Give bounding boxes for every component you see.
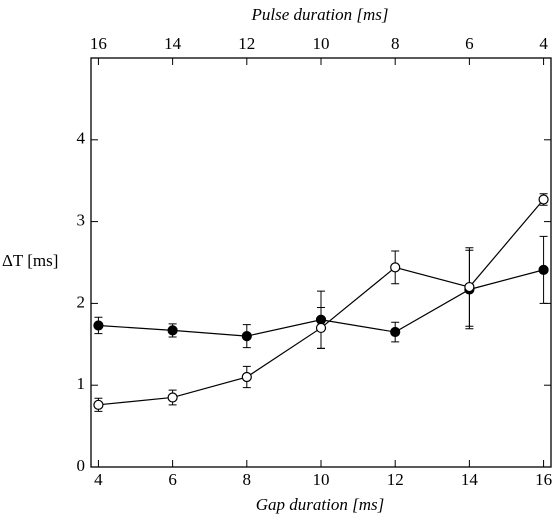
- plot-frame: [90, 57, 552, 468]
- marker: [390, 326, 401, 338]
- y-tick-label: 4: [77, 129, 86, 148]
- x2-tick-label: 16: [90, 34, 107, 53]
- marker: [390, 262, 401, 273]
- x-tick-label: 4: [94, 470, 103, 489]
- marker: [538, 264, 549, 275]
- y-tick-label: 1: [77, 374, 86, 393]
- x2-tick-label: 6: [465, 34, 474, 53]
- x-tick-label: 14: [461, 470, 479, 489]
- y-axis-title: ΔT [ms]: [2, 251, 58, 270]
- x-tick-label: 16: [535, 470, 552, 489]
- x2-tick-label: 14: [164, 34, 182, 53]
- marker: [241, 371, 252, 383]
- marker: [241, 331, 252, 342]
- x2-tick-label: 12: [238, 34, 255, 53]
- x-tick-label: 10: [313, 470, 330, 489]
- x2-tick-label: 8: [391, 34, 400, 53]
- marker: [315, 322, 327, 334]
- marker: [93, 320, 104, 331]
- x2-tick-label: 4: [539, 34, 548, 53]
- marker: [167, 325, 178, 336]
- x2-axis-title: Pulse duration [ms]: [251, 5, 389, 24]
- marker: [93, 399, 104, 410]
- y-tick-label: 0: [77, 456, 86, 475]
- x-tick-label: 8: [243, 470, 252, 489]
- marker: [167, 392, 178, 403]
- marker: [464, 281, 475, 293]
- marker: [538, 194, 549, 205]
- y-tick-label: 2: [77, 292, 86, 311]
- x-axis-title: Gap duration [ms]: [256, 495, 384, 514]
- y-tick-label: 3: [77, 211, 86, 230]
- x-tick-label: 6: [168, 470, 177, 489]
- x2-tick-label: 10: [313, 34, 330, 53]
- x-tick-label: 12: [387, 470, 404, 489]
